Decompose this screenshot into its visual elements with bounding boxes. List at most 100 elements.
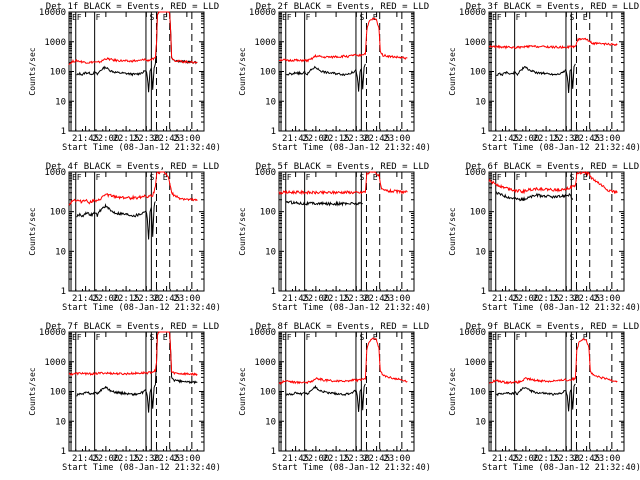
x-tick-label: 22:30 [343, 454, 370, 464]
x-tick-label: 23:00 [173, 454, 200, 464]
x-tick-label: 22:15 [533, 134, 560, 144]
x-tick-label: 22:15 [323, 134, 350, 144]
y-tick-label: 100 [50, 208, 66, 218]
x-tick-label: 21:45 [492, 294, 519, 304]
events-series-line [285, 200, 363, 207]
event-marker-label: E [583, 333, 588, 342]
y-tick-label: 10 [265, 97, 276, 107]
x-axis-label: Start Time (08-Jan-12 21:32:40) [272, 463, 431, 473]
x-tick-label: 22:45 [153, 454, 180, 464]
x-tick-label: 22:15 [323, 294, 350, 304]
event-marker-label: S [149, 13, 154, 22]
event-marker-label: E [373, 13, 378, 22]
x-tick-label: 23:00 [593, 454, 620, 464]
event-marker-label: E [163, 173, 168, 182]
x-tick-label: 21:45 [282, 294, 309, 304]
x-axis-label: Start Time (08-Jan-12 21:32:40) [482, 463, 640, 473]
y-tick-label: 100 [50, 68, 66, 78]
event-marker-label: E [72, 333, 77, 342]
detector-panel-9: Det 9f BLACK = Events, RED = LLD 1 10 100 10… [448, 322, 640, 473]
panel-title: Det 3f BLACK = Events, RED = LLD [466, 2, 639, 12]
x-tick-label: 22:00 [302, 454, 329, 464]
event-marker-label: F [96, 13, 101, 22]
plot-frame [488, 11, 625, 132]
events-series-line [286, 63, 366, 92]
x-tick-label: 22:00 [302, 134, 329, 144]
event-marker-label: E [373, 333, 378, 342]
x-tick-label: 23:00 [383, 454, 410, 464]
event-marker-label: E [163, 13, 168, 22]
y-tick-label: 1 [61, 127, 66, 137]
event-marker-label: S [359, 333, 364, 342]
y-tick-label: 10 [55, 417, 66, 427]
event-marker-label: E [282, 13, 287, 22]
plot-frame [68, 171, 205, 292]
event-marker-label: E [492, 173, 497, 182]
event-marker-label: F [306, 333, 311, 342]
x-tick-label: 22:45 [153, 134, 180, 144]
x-tick-label: 22:30 [553, 454, 580, 464]
y-tick-label: 10000 [459, 8, 486, 18]
x-tick-label: 22:00 [302, 294, 329, 304]
y-tick-label: 10 [55, 97, 66, 107]
event-marker-label: F [77, 13, 82, 22]
x-tick-label: 23:00 [383, 134, 410, 144]
x-tick-label: 22:45 [363, 454, 390, 464]
x-tick-label: 22:00 [512, 294, 539, 304]
y-tick-label: 100 [260, 68, 276, 78]
lld-series-line [278, 17, 408, 63]
detector-panel-3: Det 3f BLACK = Events, RED = LLD 1 10 100 10… [448, 2, 640, 153]
events-series-line [76, 331, 198, 413]
detector-panel-5: Det 5f BLACK = Events, RED = LLD 1 10 100 10… [238, 162, 431, 313]
x-tick-label: 22:45 [573, 294, 600, 304]
event-marker-label: S [149, 173, 154, 182]
y-tick-label: 1000 [254, 358, 276, 368]
y-tick-label: 1000 [254, 38, 276, 48]
y-tick-label: 1000 [254, 168, 276, 178]
panel-title: Det 9f BLACK = Events, RED = LLD [466, 322, 639, 332]
x-tick-label: 21:45 [72, 294, 99, 304]
event-marker-label: S [569, 13, 574, 22]
event-marker-label: F [77, 333, 82, 342]
y-tick-label: 1 [61, 447, 66, 457]
y-tick-label: 10000 [249, 8, 276, 18]
x-tick-label: 22:30 [553, 134, 580, 144]
x-tick-label: 22:30 [343, 134, 370, 144]
y-tick-label: 100 [470, 208, 486, 218]
event-marker-label: F [516, 333, 521, 342]
plot-frame [68, 331, 205, 452]
x-tick-label: 22:30 [343, 294, 370, 304]
x-tick-label: 21:45 [282, 454, 309, 464]
panel-title: Det 1f BLACK = Events, RED = LLD [46, 2, 219, 12]
detector-panel-8: Det 8f BLACK = Events, RED = LLD 1 10 100 10… [238, 322, 431, 473]
event-marker-label: F [96, 333, 101, 342]
event-marker-label: S [569, 173, 574, 182]
lld-series-line [68, 331, 198, 377]
x-axis-label: Start Time (08-Jan-12 21:32:40) [62, 303, 221, 313]
x-tick-label: 22:30 [133, 134, 160, 144]
x-axis-label: Start Time (08-Jan-12 21:32:40) [272, 303, 431, 313]
x-tick-label: 23:00 [173, 294, 200, 304]
x-tick-label: 22:15 [533, 454, 560, 464]
y-tick-label: 1000 [44, 38, 66, 48]
event-marker-label: F [306, 13, 311, 22]
event-marker-label: F [306, 173, 311, 182]
x-tick-label: 22:45 [363, 134, 390, 144]
x-tick-label: 21:45 [492, 134, 519, 144]
y-tick-label: 100 [470, 388, 486, 398]
y-tick-label: 10000 [39, 8, 66, 18]
x-tick-label: 22:00 [92, 454, 119, 464]
event-marker-label: E [583, 13, 588, 22]
x-tick-label: 23:00 [593, 134, 620, 144]
detector-panel-6: Det 6f BLACK = Events, RED = LLD 1 10 100 10… [448, 162, 640, 313]
x-tick-label: 22:00 [512, 134, 539, 144]
y-axis-label: Counts/sec [238, 47, 247, 95]
event-marker-label: E [163, 333, 168, 342]
y-tick-label: 10 [265, 247, 276, 257]
y-axis-label: Counts/sec [238, 207, 247, 255]
y-tick-label: 1 [61, 287, 66, 297]
y-tick-label: 1 [271, 127, 276, 137]
y-tick-label: 10 [475, 417, 486, 427]
panel-title: Det 6f BLACK = Events, RED = LLD [466, 162, 639, 172]
x-tick-label: 22:15 [113, 294, 140, 304]
